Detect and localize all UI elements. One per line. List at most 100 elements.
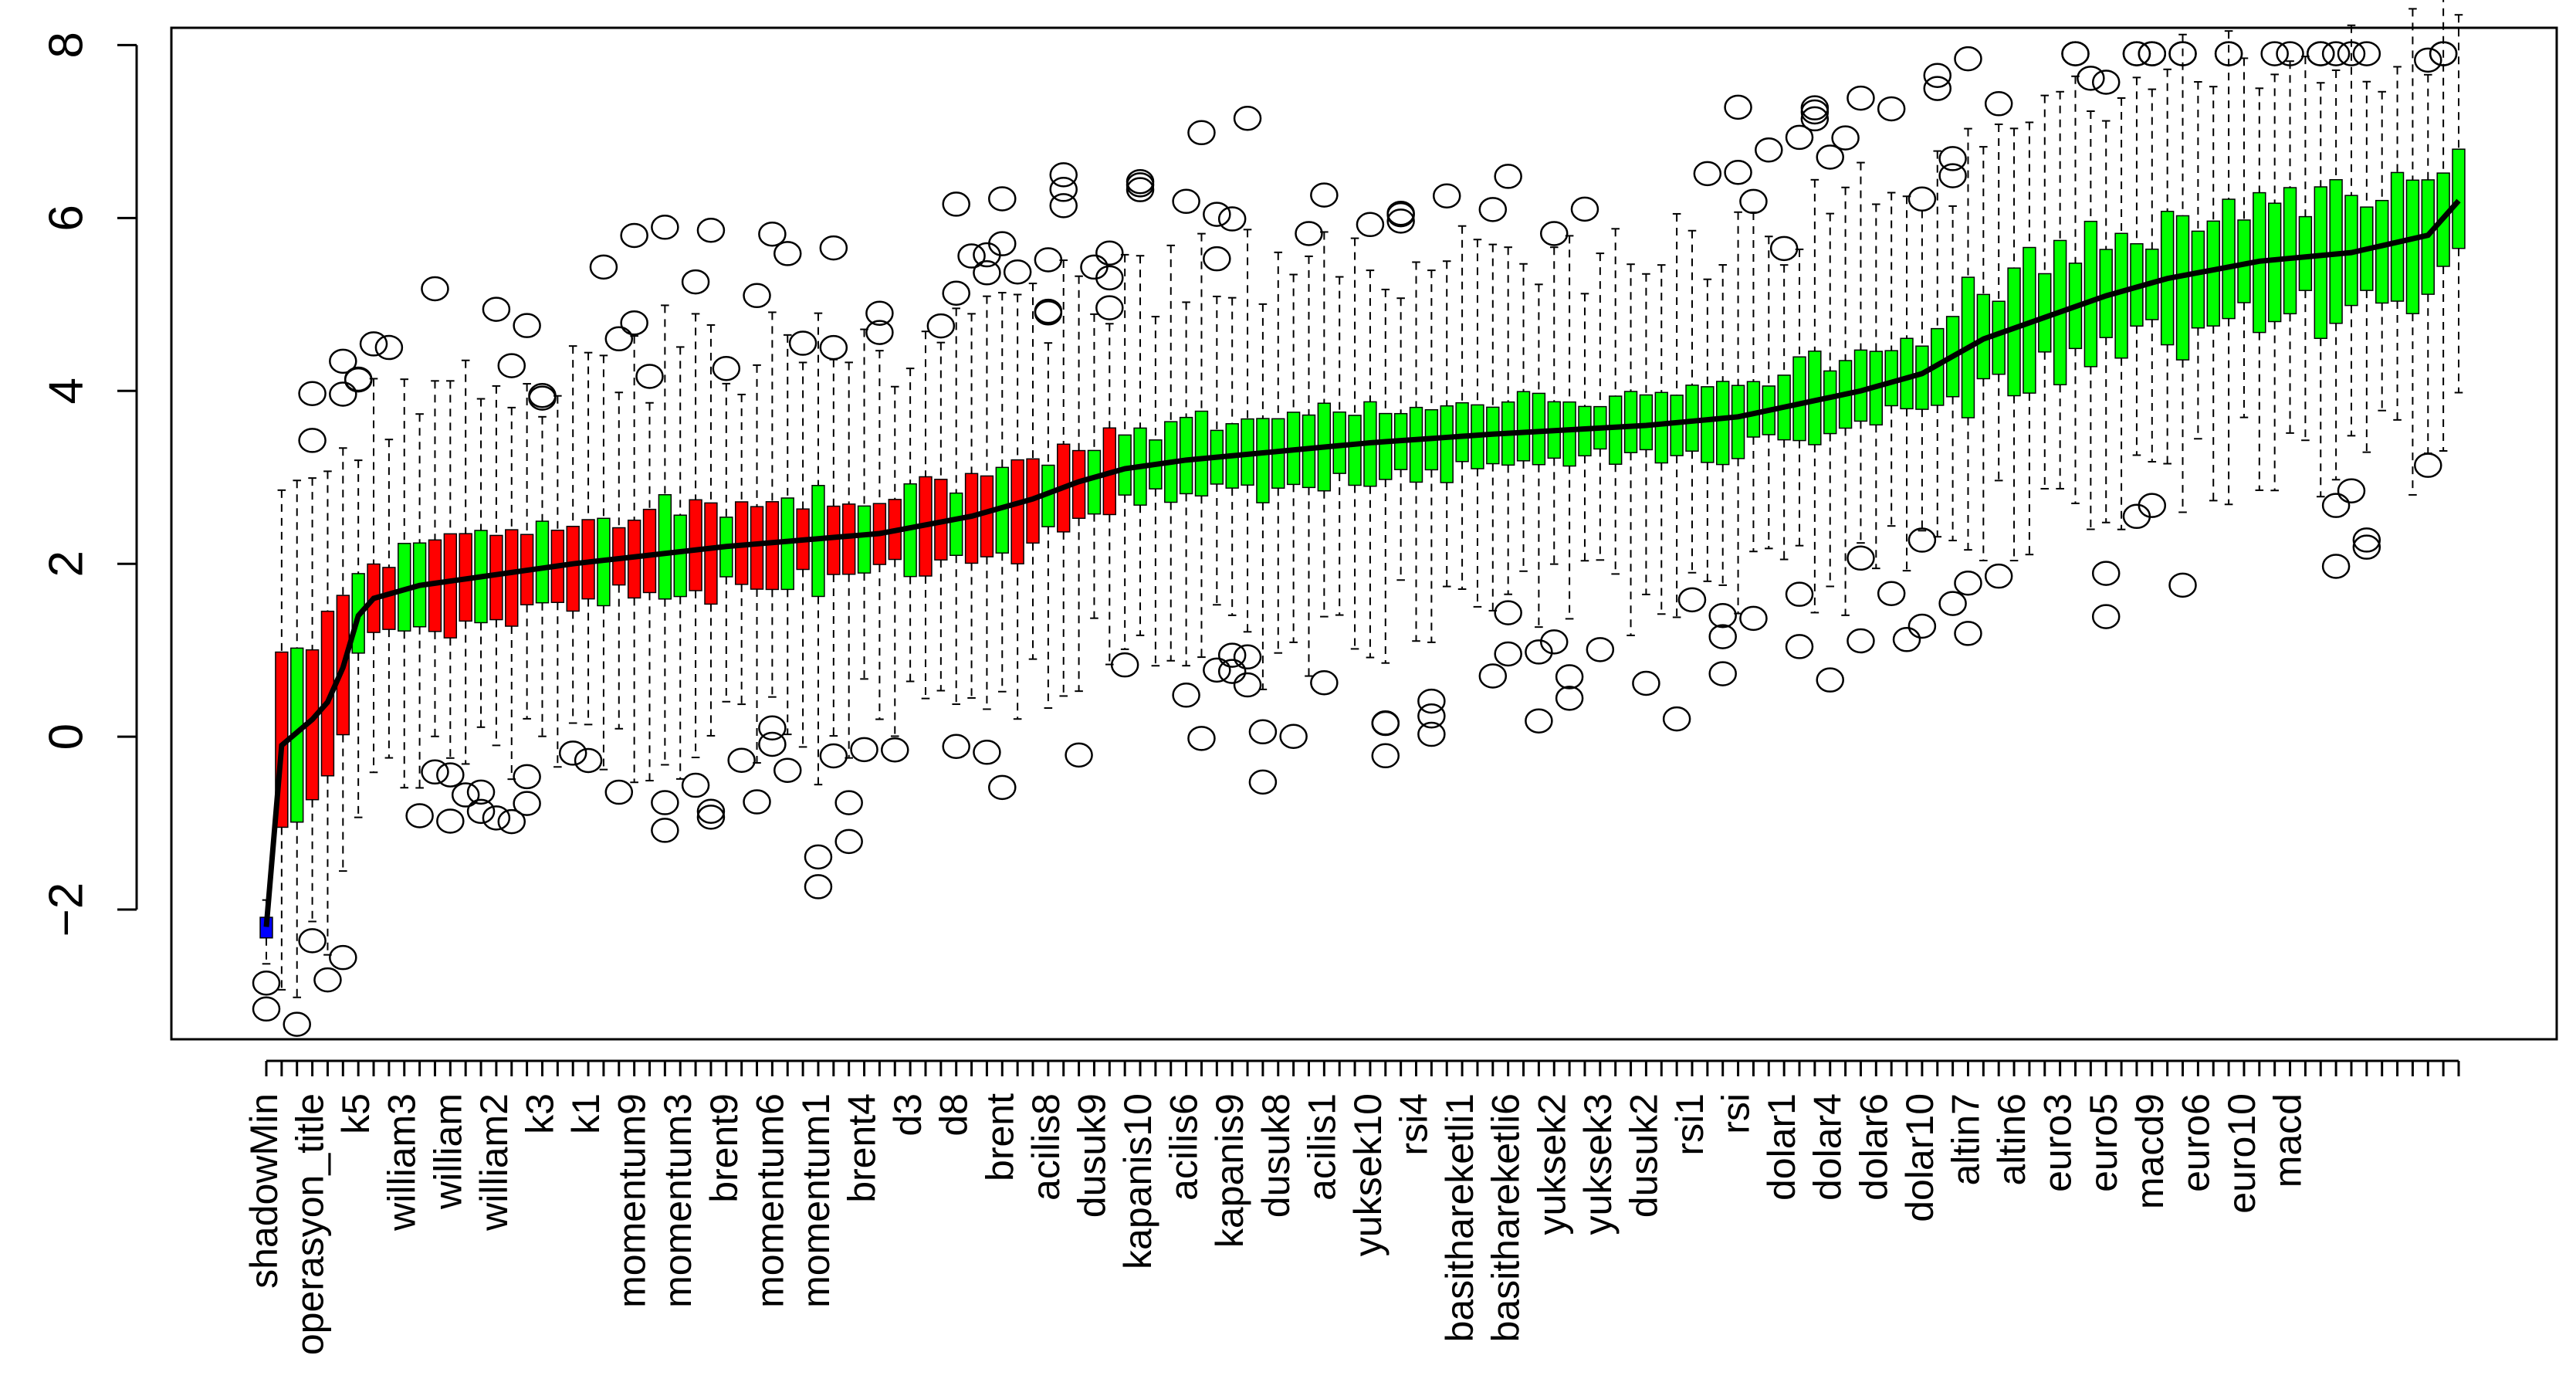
outlier bbox=[942, 734, 970, 760]
box bbox=[1379, 412, 1393, 480]
outlier bbox=[1938, 591, 1967, 616]
outlier bbox=[1478, 197, 1508, 222]
outlier bbox=[313, 967, 342, 993]
outlier bbox=[865, 300, 894, 326]
outlier bbox=[1800, 106, 1830, 132]
outlier bbox=[1555, 664, 1584, 690]
box bbox=[2375, 199, 2389, 304]
outlier bbox=[1816, 144, 1844, 170]
boxes bbox=[259, 148, 2466, 939]
outlier bbox=[528, 383, 557, 408]
outlier bbox=[574, 747, 603, 774]
outlier bbox=[421, 759, 449, 785]
outlier bbox=[1432, 183, 1461, 208]
box bbox=[1179, 416, 1193, 495]
x-tick-label: altin6 bbox=[1990, 1093, 2033, 1186]
outlier bbox=[329, 944, 357, 971]
outlier bbox=[743, 789, 771, 815]
outlier bbox=[436, 808, 465, 834]
box bbox=[1853, 349, 1868, 422]
outlier bbox=[298, 428, 327, 453]
outlier bbox=[1003, 259, 1032, 285]
outlier bbox=[2091, 604, 2121, 629]
outlier bbox=[1954, 46, 1982, 72]
plot-frame bbox=[170, 26, 2558, 1041]
outlier bbox=[1217, 206, 1247, 232]
outlier bbox=[1540, 629, 1569, 655]
y-axis: −2 0 2 4 6 8 bbox=[39, 32, 138, 937]
outlier bbox=[2077, 66, 2105, 91]
x-tick-label: rsi1 bbox=[1668, 1093, 1711, 1156]
outlier bbox=[804, 874, 833, 900]
outlier bbox=[651, 818, 679, 843]
outlier bbox=[2091, 69, 2121, 95]
x-tick-label: basithareketli1 bbox=[1438, 1093, 1481, 1342]
box bbox=[1884, 350, 1898, 407]
x-tick-label: momentum1 bbox=[794, 1093, 838, 1308]
outlier bbox=[1386, 200, 1415, 226]
outlier bbox=[466, 798, 496, 825]
outlier bbox=[1217, 642, 1247, 668]
box bbox=[2114, 232, 2128, 359]
outlier bbox=[1800, 99, 1830, 125]
box bbox=[382, 567, 396, 630]
outlier bbox=[482, 805, 511, 831]
box bbox=[2452, 148, 2466, 249]
x-tick-label: k5 bbox=[334, 1093, 377, 1134]
outlier bbox=[758, 731, 787, 757]
x-tick-label: brent9 bbox=[702, 1093, 746, 1203]
x-tick-label: yuksek10 bbox=[1346, 1093, 1390, 1256]
outlier bbox=[497, 353, 526, 378]
outlier bbox=[1049, 162, 1078, 188]
box bbox=[1256, 418, 1270, 503]
outlier bbox=[773, 241, 802, 266]
outlier bbox=[788, 330, 817, 356]
y-tick-label: 2 bbox=[39, 551, 93, 577]
outlier bbox=[1877, 581, 1906, 606]
outlier bbox=[482, 296, 511, 322]
outlier bbox=[1724, 159, 1752, 185]
outlier bbox=[1984, 563, 2013, 589]
x-tick-label: rsi bbox=[1715, 1093, 1758, 1134]
box bbox=[2283, 187, 2297, 315]
box bbox=[2298, 215, 2313, 291]
box bbox=[1409, 406, 1423, 483]
box bbox=[704, 502, 718, 605]
outlier bbox=[635, 364, 664, 389]
x-tick-label: dolar10 bbox=[1898, 1093, 1941, 1222]
x-tick-label: dolar6 bbox=[1852, 1093, 1895, 1201]
box bbox=[443, 533, 458, 639]
x-tick-label: dolar1 bbox=[1760, 1093, 1803, 1201]
box bbox=[2083, 220, 2098, 368]
outlier bbox=[773, 757, 802, 783]
outlier bbox=[1034, 247, 1063, 273]
outlier bbox=[2321, 493, 2351, 518]
box bbox=[857, 505, 872, 574]
outlier bbox=[2321, 41, 2351, 66]
outlier bbox=[1907, 186, 1937, 212]
outlier bbox=[834, 828, 863, 855]
outlier bbox=[2337, 41, 2366, 66]
box bbox=[1900, 337, 1914, 410]
box bbox=[1639, 394, 1654, 451]
outlier bbox=[1203, 202, 1231, 227]
outlier bbox=[298, 381, 327, 406]
outlier bbox=[1847, 628, 1875, 654]
x-tick-label: kapanis10 bbox=[1116, 1093, 1159, 1269]
x-tick-label: euro6 bbox=[2174, 1093, 2217, 1192]
box bbox=[689, 499, 702, 591]
outlier bbox=[513, 764, 541, 790]
outlier bbox=[2168, 572, 2197, 598]
outlier bbox=[819, 235, 848, 261]
outlier bbox=[681, 269, 710, 295]
y-tick-label: 4 bbox=[39, 378, 93, 404]
x-tick-label: k1 bbox=[564, 1093, 608, 1134]
outlier bbox=[1938, 146, 1967, 171]
outlier bbox=[1233, 672, 1262, 698]
outlier bbox=[696, 805, 726, 830]
outlier bbox=[727, 747, 756, 773]
outlier bbox=[2138, 41, 2167, 66]
y-tick-label: −2 bbox=[39, 883, 93, 937]
outlier bbox=[2138, 493, 2167, 518]
box bbox=[1915, 345, 1929, 410]
